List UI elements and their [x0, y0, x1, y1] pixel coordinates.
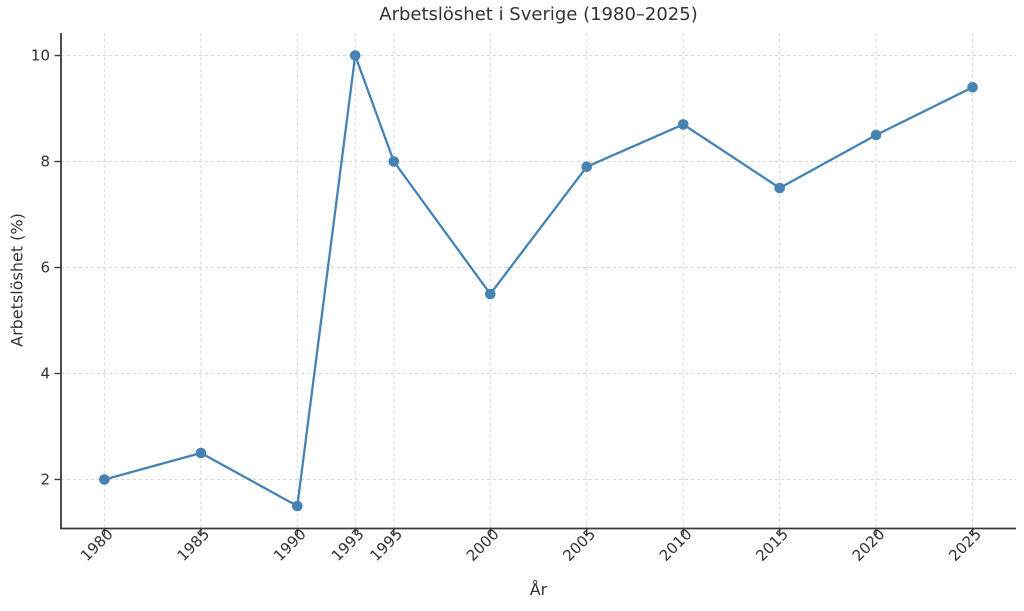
data-point — [581, 161, 592, 173]
x-tick-label: 1995 — [366, 525, 406, 565]
y-tick-label: 4 — [40, 364, 50, 382]
x-tick-label: 2020 — [849, 525, 889, 565]
gridlines — [61, 33, 1016, 529]
chart-title: Arbetslöshet i Sverige (1980–2025) — [379, 4, 698, 25]
data-point — [195, 447, 207, 459]
y-tick-label: 8 — [40, 153, 50, 171]
data-point — [349, 50, 361, 61]
y-tick-label: 10 — [31, 47, 50, 65]
x-tick-label: 2000 — [463, 525, 503, 565]
data-point — [485, 288, 496, 300]
x-tick-label: 1980 — [77, 525, 117, 565]
data-point — [967, 82, 978, 93]
data-markers — [99, 50, 978, 512]
data-point — [870, 129, 882, 141]
x-tick-label: 1985 — [173, 525, 213, 565]
x-tick-label: 1993 — [328, 525, 368, 565]
data-line — [103, 54, 974, 508]
data-point — [388, 156, 400, 167]
y-tick-label: 6 — [40, 259, 50, 277]
x-tick-label: 1990 — [270, 525, 310, 565]
x-tick-label: 2010 — [656, 525, 696, 565]
y-tick-label: 2 — [40, 470, 50, 488]
data-point — [99, 474, 110, 485]
data-point — [774, 182, 785, 194]
tick-marks — [54, 54, 974, 535]
x-tick-label: 2015 — [752, 525, 792, 565]
data-point — [677, 119, 689, 130]
data-point — [292, 500, 303, 512]
x-tick-label: 2005 — [559, 525, 599, 565]
x-tick-label: 2025 — [945, 525, 985, 565]
x-axis-label: År — [529, 580, 548, 599]
